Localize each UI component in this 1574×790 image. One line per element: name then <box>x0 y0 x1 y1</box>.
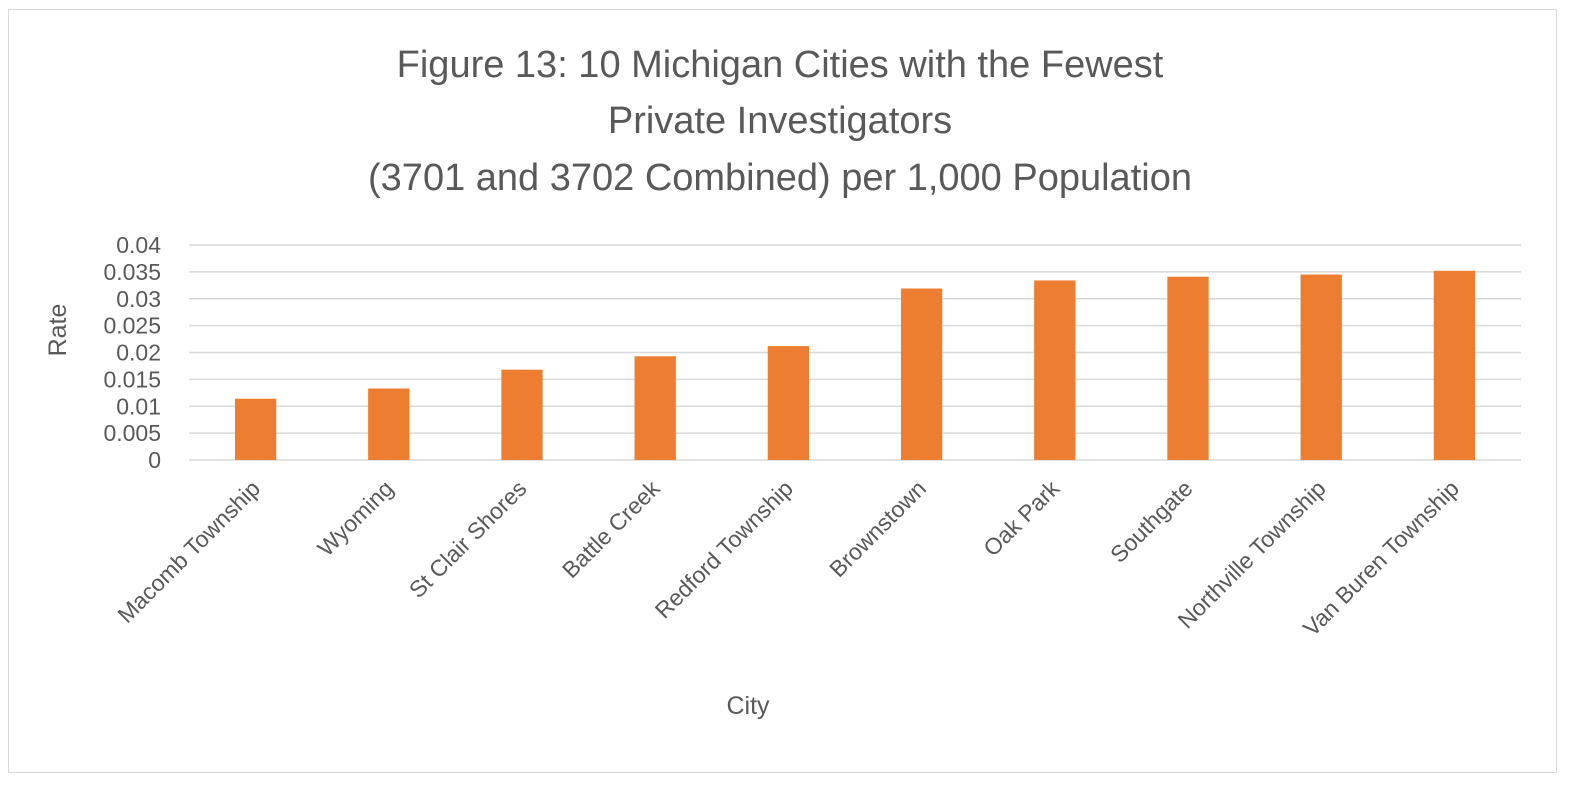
y-tick-label: 0.02 <box>116 340 161 366</box>
bar <box>501 369 543 460</box>
bar <box>767 346 810 460</box>
x-category-label: Battle Creek <box>557 475 665 583</box>
bar <box>634 356 676 460</box>
bar <box>234 398 277 460</box>
x-category-label: Brownstown <box>824 475 931 582</box>
bar <box>368 388 410 460</box>
x-category-label: St Clair Shores <box>404 475 532 603</box>
chart-title: Figure 13: 10 Michigan Cities with the F… <box>368 44 1192 199</box>
bars <box>234 270 1476 460</box>
bar <box>1300 274 1342 460</box>
x-category-label: Macomb Township <box>112 475 265 628</box>
gridlines <box>189 244 1521 461</box>
x-category-label: Northville Township <box>1173 475 1331 633</box>
y-tick-label: 0.005 <box>103 420 161 446</box>
y-tick-label: 0.025 <box>103 313 161 339</box>
y-tick-label: 0.01 <box>116 393 161 419</box>
x-axis-categories: Macomb Township Wyoming St Clair Shores Bat… <box>112 475 1464 641</box>
bar <box>900 288 943 460</box>
y-tick-label: 0.035 <box>103 259 161 285</box>
y-tick-label: 0.015 <box>103 366 161 392</box>
bar <box>1433 270 1476 460</box>
x-axis-title: City <box>726 692 770 720</box>
y-tick-label: 0 <box>148 447 161 473</box>
chart-title-line-3: (3701 and 3702 Combined) per 1,000 Popul… <box>368 157 1192 199</box>
chart-title-line-1: Figure 13: 10 Michigan Cities with the F… <box>397 44 1164 86</box>
x-category-label: Southgate <box>1105 475 1198 568</box>
x-category-label: Redford Township <box>650 475 798 623</box>
y-axis-title: Rate <box>44 304 72 357</box>
x-category-label: Oak Park <box>978 475 1065 562</box>
bar <box>1034 280 1076 460</box>
bar <box>1167 276 1209 460</box>
y-tick-label: 0.03 <box>116 286 161 312</box>
x-category-label: Wyoming <box>312 475 398 561</box>
chart-title-line-2: Private Investigators <box>608 100 952 142</box>
y-tick-label: 0.04 <box>116 232 161 258</box>
